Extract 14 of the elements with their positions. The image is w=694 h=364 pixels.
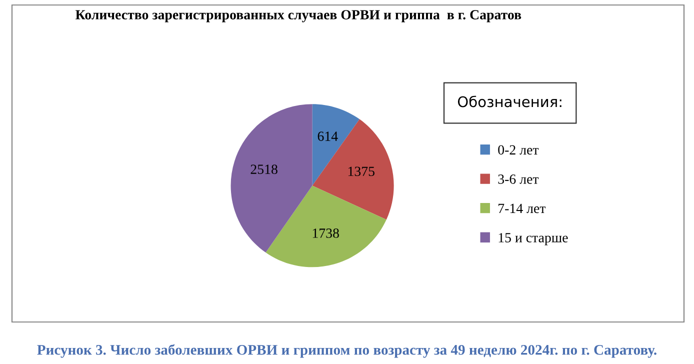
pie-slice bbox=[312, 119, 394, 220]
text: Рисунок 3. Число заболевших ОРВИ и гриппом по возрасту за 49 неделю 2024г. по г. Саратову. bbox=[37, 344, 656, 358]
legend-title: Обозначения: bbox=[458, 96, 562, 108]
legend-label: 15 и старше bbox=[498, 233, 568, 246]
chart-title: Количество зарегистрированных случаев ОРВИ и гриппа в г. Саратов bbox=[76, 10, 522, 22]
data-label: 2518 bbox=[250, 164, 278, 174]
pie-slice bbox=[266, 186, 386, 268]
data-label: 1375 bbox=[348, 166, 374, 176]
data-label: 1738 bbox=[312, 228, 339, 238]
data-label: 614 bbox=[318, 132, 338, 141]
legend-label: 7-14 лет bbox=[498, 204, 546, 214]
pie-slice bbox=[230, 104, 312, 253]
legend-label: 0-2 лет bbox=[498, 145, 539, 155]
legend-label: 3-6 лет bbox=[498, 174, 539, 184]
